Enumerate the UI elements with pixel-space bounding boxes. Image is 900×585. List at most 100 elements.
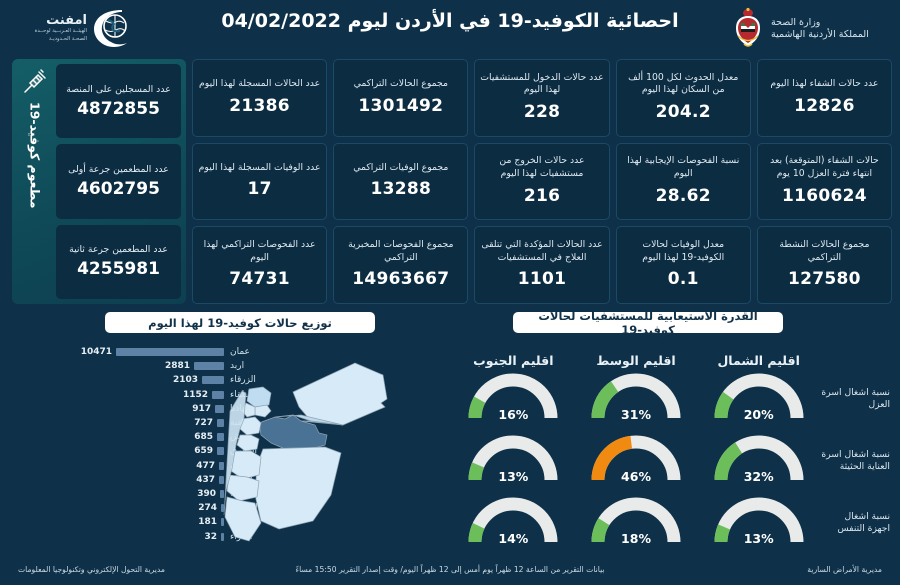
bar-track: 181 xyxy=(30,517,224,527)
stat-card-expected-recoveries[interactable]: حالات الشفاء (المتوقعة) بعد انتهاء فترة … xyxy=(756,142,892,221)
stat-card-first-dose[interactable]: عدد المطعمين جرعة أولى 4602795 xyxy=(56,144,181,219)
gauge-row-1: نسبة اشغال اسرة العناية الحثيثة 32% 46% 13% xyxy=(452,430,892,492)
stat-card-deaths-today[interactable]: عدد الوفيات المسجلة لهذا اليوم 17 xyxy=(192,142,328,221)
vaccination-card-list: عدد المسجلين على المنصة 4872855 عدد المط… xyxy=(56,64,181,299)
kingdom-name: المملكة الأردنية الهاشمية xyxy=(771,29,869,40)
stat-label: معدل الحدوث لكل 100 ألف من السكان لهذا ا… xyxy=(628,71,739,96)
stat-label: مجموع الحالات النشطة التراكمي xyxy=(779,239,870,263)
bar-track: 659 xyxy=(30,446,224,456)
page-title: احصائية الكوفيد-19 في الأردن ليوم 04/02/… xyxy=(221,10,679,32)
stat-card-hospital-admissions[interactable]: عدد حالات الدخول للمستشفيات لهذا اليوم 2… xyxy=(474,59,610,137)
bar-value-label: 727 xyxy=(194,418,213,429)
gauge-13-percent[interactable]: 13% xyxy=(461,434,565,488)
gauge-value-label: 46% xyxy=(621,469,651,484)
stat-value: 4872855 xyxy=(77,98,160,119)
bar-fill xyxy=(219,461,224,470)
bar-value-label: 437 xyxy=(196,474,215,485)
gauge-value-label: 14% xyxy=(498,531,529,546)
bar-fill xyxy=(194,362,224,371)
stat-label: مجموع الفحوصات المخبرية التراكمي xyxy=(348,239,454,263)
bar-track: 437 xyxy=(30,475,224,485)
jordan-coat-of-arms-icon xyxy=(731,7,765,51)
stat-card-confirmed-under-treatment[interactable]: عدد الحالات المؤكدة التي تتلقى العلاج في… xyxy=(474,226,610,304)
stat-card-active-cases-cumulative[interactable]: مجموع الحالات النشطة التراكمي 127580 xyxy=(756,226,892,304)
stat-value: 1301492 xyxy=(358,95,444,116)
jordan-governorates-map xyxy=(215,345,450,560)
stat-card-new-cases-today[interactable]: عدد الحالات المسجلة لهذا اليوم 21386 xyxy=(192,59,328,137)
bar-track: 390 xyxy=(30,489,224,499)
bar-fill xyxy=(221,532,224,541)
gauge-31-percent[interactable]: 31% xyxy=(584,372,688,426)
bar-value-label: 685 xyxy=(194,432,213,443)
gauge-value-label: 13% xyxy=(743,531,774,546)
bar-track: 477 xyxy=(30,461,224,471)
stat-card-death-rate[interactable]: معدل الوفيات لحالات الكوفيد-19 لهذا اليو… xyxy=(615,226,751,304)
stat-label: عدد حالات الشفاء لهذا اليوم xyxy=(770,78,879,90)
distribution-section-title: توزيع حالات كوفيد-19 لهذا اليوم xyxy=(105,312,375,333)
statistics-grid: عدد حالات الشفاء لهذا اليوم 12826 معدل ا… xyxy=(192,59,892,304)
stat-label: عدد المطعمين جرعة ثانية xyxy=(69,244,168,256)
bar-track: 2103 xyxy=(30,375,224,385)
footer-right-label: مديرية الأمراض السارية xyxy=(807,565,882,574)
stat-label: مجموع الوفيات التراكمي xyxy=(353,161,449,173)
stat-value: 1101 xyxy=(517,269,567,290)
dashboard-footer: مديرية الأمراض السارية بيانات التقرير من… xyxy=(0,563,900,581)
bar-value-label: 2881 xyxy=(164,361,190,372)
stat-card-incidence-rate[interactable]: معدل الحدوث لكل 100 ألف من السكان لهذا ا… xyxy=(615,59,751,137)
syringe-icon xyxy=(21,68,49,96)
stat-card-second-dose[interactable]: عدد المطعمين جرعة ثانية 4255981 xyxy=(56,224,181,299)
gauge-13-percent[interactable]: 13% xyxy=(707,496,811,550)
bar-value-label: 32 xyxy=(204,531,217,542)
stat-value: 4255981 xyxy=(77,259,160,280)
gauge-20-percent[interactable]: 20% xyxy=(707,372,811,426)
bar-value-label: 274 xyxy=(198,503,217,514)
gauge-value-label: 20% xyxy=(743,407,774,422)
stat-card-registered-on-platform[interactable]: عدد المسجلين على المنصة 4872855 xyxy=(56,64,181,139)
gauge-cell: 13% xyxy=(697,496,820,550)
footer-report-window: بيانات التقرير من الساعة 12 ظهراً يوم أم… xyxy=(295,565,605,574)
bar-value-label: 477 xyxy=(196,460,215,471)
stat-card-positivity-rate[interactable]: نسبة الفحوصات الإيجابية لهذا اليوم 28.62 xyxy=(615,142,751,221)
vaccination-panel-sidebar: مطعوم كوفيد-19 xyxy=(17,64,53,299)
gauge-region-label-2: اقليم الجنوب xyxy=(473,353,554,368)
stat-value: 21386 xyxy=(229,95,290,116)
org-mark-sub2: الصحـة الحـدوديـة xyxy=(49,35,87,42)
stat-card-total-lab-tests-cumulative[interactable]: مجموع الفحوصات المخبرية التراكمي 1496366… xyxy=(333,226,469,304)
stat-label: عدد الحالات المسجلة لهذا اليوم xyxy=(199,78,321,90)
stat-card-hospital-discharges[interactable]: عدد حالات الخروج من مستشفيات لهذا اليوم … xyxy=(474,142,610,221)
bar-fill xyxy=(116,348,224,357)
gauge-value-label: 32% xyxy=(743,469,774,484)
stat-label: عدد الحالات المؤكدة التي تتلقى العلاج في… xyxy=(481,239,603,263)
bar-fill xyxy=(217,447,224,456)
stat-value: 12826 xyxy=(794,95,855,116)
gauge-value-label: 18% xyxy=(621,531,651,546)
bar-value-label: 10471 xyxy=(80,347,112,358)
bar-category-label: الزرقاء xyxy=(230,375,256,386)
stat-card-total-cases-cumulative[interactable]: مجموع الحالات التراكمي 1301492 xyxy=(333,59,469,137)
gauge-cell: 18% xyxy=(575,496,698,550)
bar-track: 1152 xyxy=(30,390,224,400)
stat-label: عدد الوفيات المسجلة لهذا اليوم xyxy=(198,161,321,173)
bar-fill xyxy=(202,376,224,385)
bar-track: 32 xyxy=(30,532,224,542)
bar-track: 274 xyxy=(30,503,224,513)
bar-fill xyxy=(219,475,224,484)
gauge-row-label: نسبة اشغال اسرة العناية الحثيثة xyxy=(821,448,890,472)
gauge-14-percent[interactable]: 14% xyxy=(461,496,565,550)
bar-category-label: عمان xyxy=(230,347,250,358)
gauge-row-2: نسبة اشغال اجهزة التنفس 13% 18% 14% xyxy=(452,492,892,554)
gauge-cell: 13% xyxy=(452,434,575,488)
stat-card-total-deaths-cumulative[interactable]: مجموع الوفيات التراكمي 13288 xyxy=(333,142,469,221)
gauge-32-percent[interactable]: 32% xyxy=(707,434,811,488)
gauge-cell: 14% xyxy=(452,496,575,550)
stat-card-recoveries-today[interactable]: عدد حالات الشفاء لهذا اليوم 12826 xyxy=(756,59,892,137)
gauge-18-percent[interactable]: 18% xyxy=(584,496,688,550)
stat-card-tests-today[interactable]: عدد الفحوصات التراكمي لهذا اليوم 74731 xyxy=(192,226,328,304)
stat-label: حالات الشفاء (المتوقعة) بعد انتهاء فترة … xyxy=(770,155,879,179)
stat-label: معدل الوفيات لحالات الكوفيد-19 لهذا اليو… xyxy=(642,239,725,263)
footer-left-label: مديرية التحول الإلكتروني وتكنولوجيا المع… xyxy=(18,565,165,574)
gauge-46-percent[interactable]: 46% xyxy=(584,434,688,488)
gauge-16-percent[interactable]: 16% xyxy=(461,372,565,426)
dashboard-header: امفنت الهيئــة العـربــية لوحــدة الصحـة… xyxy=(0,0,900,55)
